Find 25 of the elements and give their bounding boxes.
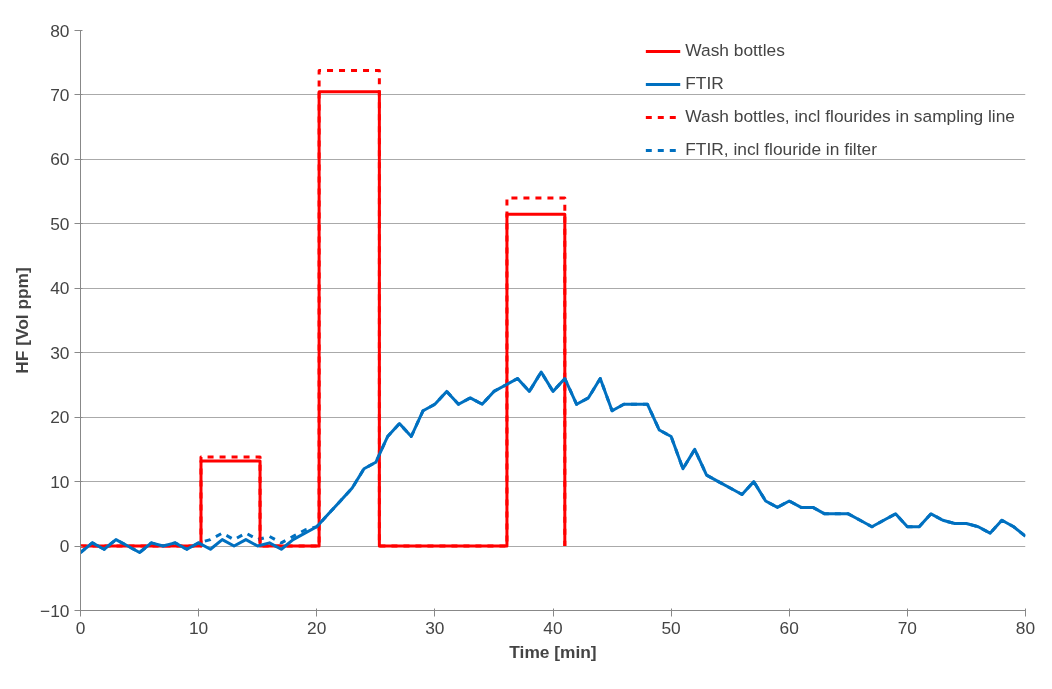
y-tick-label: 30 xyxy=(50,342,70,363)
legend-label: Wash bottles xyxy=(685,40,785,61)
x-tick-label: 30 xyxy=(425,617,445,638)
x-tick-label: 70 xyxy=(897,617,918,638)
x-tick-label: 10 xyxy=(188,617,209,638)
x-axis-title: Time [min] xyxy=(509,641,597,662)
x-tick-label: 60 xyxy=(779,617,799,638)
legend-label: Wash bottles, incl flourides in sampling line xyxy=(685,106,1015,127)
y-tick-label: 70 xyxy=(50,84,70,105)
y-tick-label: −10 xyxy=(40,600,70,621)
y-tick-label: 20 xyxy=(50,407,70,428)
y-axis-title: HF [Vol ppm] xyxy=(12,267,33,374)
legend-label: FTIR xyxy=(685,73,724,94)
y-tick-label: 40 xyxy=(50,278,70,299)
y-tick-label: 10 xyxy=(50,471,70,492)
y-tick-label: 80 xyxy=(50,20,70,41)
y-tick-label: 60 xyxy=(50,149,70,170)
x-tick-label: 80 xyxy=(1015,617,1036,638)
x-tick-label: 0 xyxy=(75,617,86,638)
legend-label: FTIR, incl flouride in filter xyxy=(685,139,877,160)
x-tick-label: 50 xyxy=(661,617,681,638)
y-tick-label: 0 xyxy=(59,536,70,557)
x-tick-label: 20 xyxy=(307,617,327,638)
y-tick-label: 50 xyxy=(50,213,70,234)
x-tick-label: 40 xyxy=(543,617,563,638)
